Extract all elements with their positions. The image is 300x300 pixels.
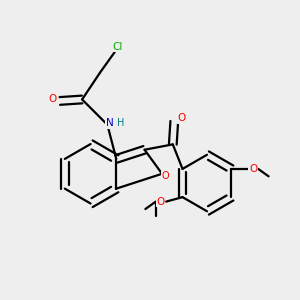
Text: O: O (157, 196, 165, 207)
Text: O: O (178, 113, 186, 123)
Text: O: O (157, 196, 165, 207)
Text: Cl: Cl (112, 42, 123, 52)
Text: O: O (249, 164, 257, 174)
Text: O: O (249, 164, 257, 174)
Text: H: H (117, 118, 124, 128)
Text: O: O (162, 171, 170, 181)
Text: O: O (48, 94, 56, 104)
Text: N: N (106, 118, 114, 128)
